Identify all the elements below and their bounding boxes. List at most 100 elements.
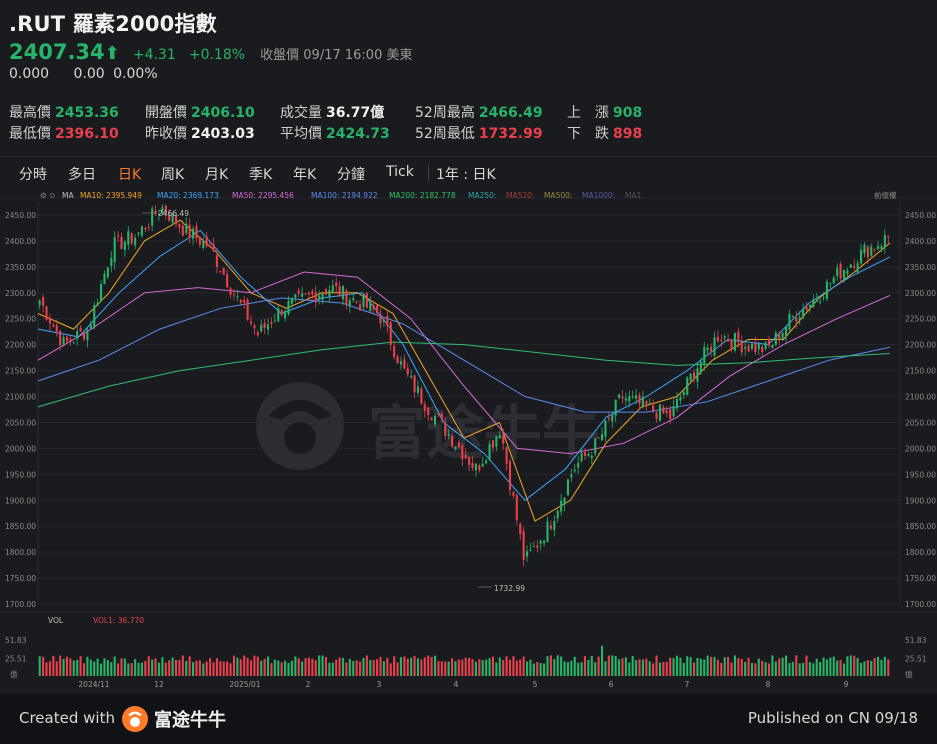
vol-bar [600,645,604,676]
vol-bar [577,662,580,676]
vol-bar [219,661,222,676]
vol-bar [307,657,310,676]
y-tick-label-left: 1750.00 [5,574,36,583]
candle-body [784,326,788,337]
candle-body [393,346,396,358]
candle-body [744,347,747,349]
candle-body [481,463,484,467]
stat-prev-close: 昨收價 2403.03 [145,123,255,143]
candle-body [331,285,334,293]
y-tick-label-left: 2150.00 [5,367,36,376]
vol-bar [99,663,103,676]
vol-unit-right: 億 [905,669,913,679]
candle-body [147,226,150,228]
vol-bar [723,657,726,676]
vol-bar [566,662,570,676]
candle-body [42,297,45,306]
candle-body [290,297,293,304]
y-tick-label-right: 2350.00 [905,263,936,272]
tab-intraday[interactable]: 分時 [19,167,47,183]
vol-bar [263,658,266,676]
quote-header: .RUT 羅素2000指數 2407.34⬆ +4.31 +0.18% 收盤價 … [0,0,937,150]
candle-body [140,226,144,236]
ma-line-ma20 [37,229,891,501]
vol-bar [270,663,273,676]
tab-yearly-k[interactable]: 年K [293,167,317,183]
candle-body [471,463,474,469]
vol-bar [652,663,655,676]
ma-legend-item: MA1 [625,191,642,200]
chart-area[interactable]: 富途牛牛 1700.00 1700.00 1750.00 1750.00 1800.00… [0,188,937,693]
candle-body [82,332,86,340]
candlestick-chart[interactable]: 富途牛牛 1700.00 1700.00 1750.00 1750.00 1800.00… [0,188,937,693]
vol-bar [209,658,212,676]
candle-body [89,324,92,329]
stat-label: 成交量 [280,105,322,121]
tab-multi-day[interactable]: 多日 [68,167,96,183]
stat-value: 2406.10 [191,105,255,121]
vol-bar [774,661,777,676]
vol-bar [188,656,191,676]
tab-tick[interactable]: Tick [386,164,414,180]
vol-bar [761,660,764,676]
vol-bar [171,657,174,676]
candle-body [832,277,835,284]
watermark-logo-mark [268,400,332,420]
tab-weekly-k[interactable]: 周K [161,167,185,183]
tab-quarterly-k[interactable]: 季K [249,167,273,183]
vol-bar [379,656,382,676]
candle-body [236,295,239,297]
candle-body [110,258,113,267]
candle-body [536,545,539,548]
tab-daily-k[interactable]: 日K [118,167,142,183]
vol-bar [624,657,627,676]
vol-bar [48,661,51,676]
vol-bar [519,659,522,676]
candle-body [113,237,116,263]
ma-label: MA [62,191,74,200]
tab-range-selector[interactable]: 1年 : 日K [436,167,496,183]
vol-bar [744,661,747,676]
candle-body [164,205,167,215]
y-tick-label-right: 2100.00 [905,393,936,402]
candle-body [123,241,126,250]
x-axis: 2024/11 12 2025/01 2 3 4 5 6 7 8 9 [78,680,848,689]
vol-bar [648,661,651,676]
vol-bar [529,659,532,676]
candle-body [607,417,610,419]
candle-body [168,214,171,221]
candle-body [815,299,818,302]
candle-body [791,316,794,318]
candle-body [877,245,880,250]
candle-body [570,474,573,478]
candle-body [76,331,79,339]
vol-bar [628,662,631,676]
candle-body [849,264,852,268]
candle-body [413,375,416,393]
candle-body [185,223,188,234]
vol-bar [727,656,730,676]
vol-bar [253,655,256,676]
ma-line-ma200 [37,341,891,408]
tab-minute[interactable]: 分鐘 [337,167,365,183]
y-tick-label-left: 1700.00 [5,600,36,609]
vol-bar [815,658,818,676]
candle-body [740,341,743,353]
y-tick-label-left: 1900.00 [5,496,36,505]
y-tick-label-left: 2350.00 [5,263,36,272]
vol-bar [79,656,82,676]
candle-body [505,447,508,464]
vol-bar [362,658,365,676]
candle-body [539,540,542,544]
tab-monthly-k[interactable]: 月K [205,167,229,183]
stat-low: 最低價 2396.10 [9,123,119,143]
vol-bar [883,656,886,676]
vol-bar [103,658,106,676]
stat-label: 52周最低 [415,126,475,142]
ma-legend-item: MA50: 2295.456 [232,191,294,200]
stat-value: 2403.03 [191,126,255,142]
vol-bar [130,663,133,676]
candle-body [461,445,464,460]
candle-body [38,300,41,305]
candle-body [560,500,563,512]
